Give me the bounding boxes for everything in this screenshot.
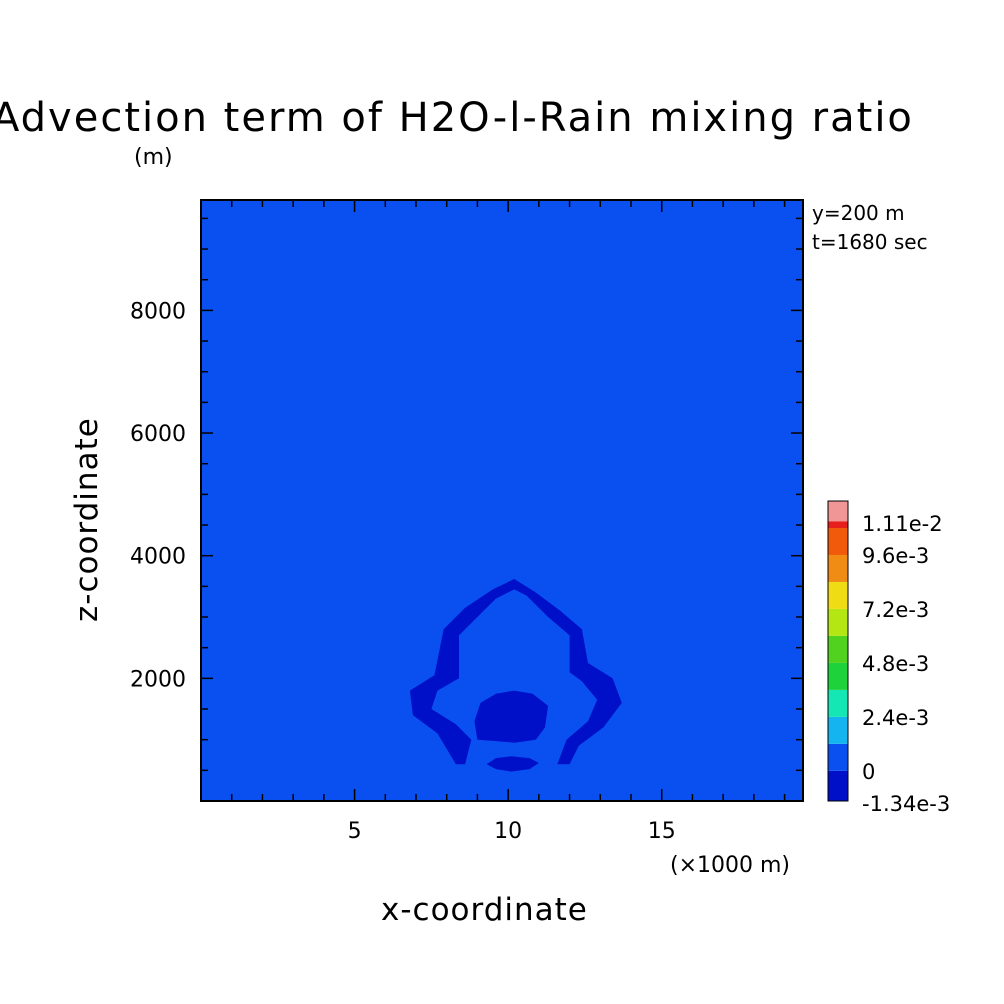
legend-color-swatch: [828, 770, 848, 801]
y-tick-label: 4000: [130, 545, 186, 570]
legend-label: 1.11e-2: [862, 512, 943, 536]
tick-labels: 5 10 15 2000 4000 6000 8000: [130, 299, 676, 844]
color-legend: 1.11e-2 9.6e-3 7.2e-3 4.8e-3 2.4e-3 0 -1.34e-3: [827, 500, 950, 816]
legend-border: [827, 500, 849, 802]
legend-color-swatch: [828, 662, 848, 690]
legend-color-swatch: [828, 689, 848, 717]
legend-color-swatch: [828, 716, 848, 744]
legend-label: 7.2e-3: [862, 598, 929, 622]
legend-color-swatch: [828, 743, 848, 771]
legend-label: 0: [862, 760, 875, 784]
info-line-t: t=1680 sec: [812, 230, 928, 254]
plot-border: [200, 199, 804, 802]
legend-color-swatch: [828, 581, 848, 609]
negative-region-core-upper: [474, 690, 549, 743]
negative-region-outer-arch: [409, 579, 622, 765]
y-tick-label: 8000: [130, 299, 186, 324]
x-tick-label: 15: [648, 819, 676, 844]
y-tick-label: 6000: [130, 422, 186, 447]
plot-frame: [200, 199, 804, 802]
legend-color-swatch: [828, 608, 848, 636]
y-axis-title: z-coordinate: [69, 417, 105, 622]
x-tick-label: 10: [494, 819, 522, 844]
legend-color-swatch: [828, 521, 848, 528]
negative-region-core-lower: [486, 756, 539, 772]
y-tick-label: 2000: [130, 667, 186, 692]
heatmap-field: [201, 200, 803, 801]
legend-color-swatch: [828, 527, 848, 555]
x-axis-title: x-coordinate: [381, 892, 588, 928]
legend-label: -1.34e-3: [862, 792, 950, 816]
z-unit-label: (m): [134, 145, 173, 170]
legend-color-swatch: [828, 501, 848, 522]
legend-label: 4.8e-3: [862, 652, 929, 676]
legend-color-swatch: [828, 635, 848, 663]
legend-color-swatch: [828, 554, 848, 582]
legend-label: 2.4e-3: [862, 706, 929, 730]
chart-title: Advection term of H2O-l-Rain mixing rati…: [0, 95, 914, 141]
x-tick-label: 5: [348, 819, 362, 844]
info-line-y: y=200 m: [812, 201, 905, 225]
x-unit-label: (×1000 m): [670, 853, 790, 878]
legend-label: 9.6e-3: [862, 544, 929, 568]
